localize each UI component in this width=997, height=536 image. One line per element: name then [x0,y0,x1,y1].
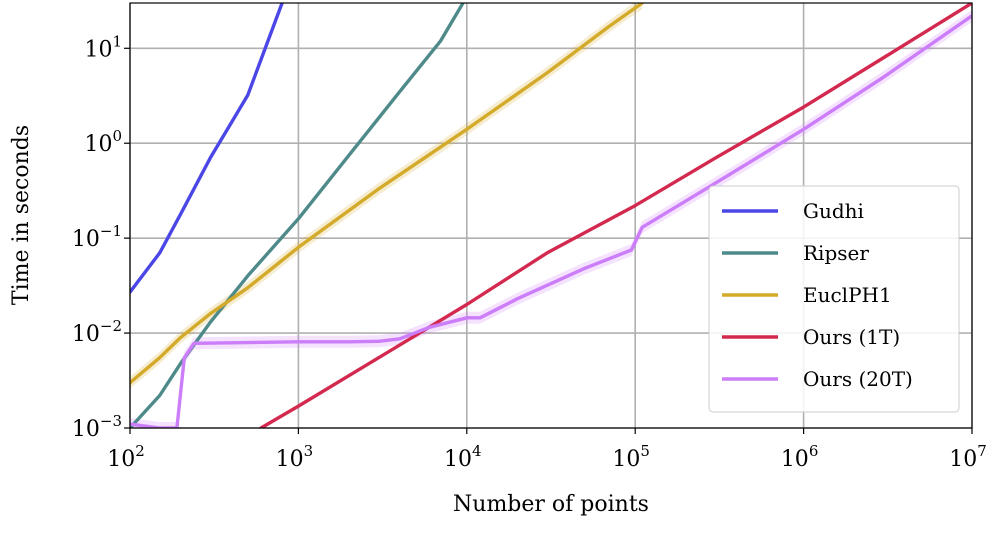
x-tick-label: 107 [949,442,987,472]
y-tick-label: 10−2 [72,317,122,347]
ours-20t-line [130,14,972,428]
y-tick-label: 10−1 [72,222,122,252]
gudhi-line [130,3,284,294]
legend-label-ours-1t: Ours (1T) [803,325,900,349]
confidence-bands [130,3,972,428]
x-tick-label: 105 [612,442,650,472]
x-axis-label: Number of points [453,492,649,517]
x-tick-label: 104 [444,442,482,472]
x-tick-label: 106 [781,442,819,472]
x-tick-label: 102 [107,442,145,472]
legend-label-ripser: Ripser [803,241,869,265]
euclph1-band [130,3,643,389]
y-tick-label: 100 [84,127,122,157]
euclph1-line [130,3,644,385]
series-lines [130,3,972,428]
ours-1t-line [259,3,972,428]
legend-box [708,185,960,413]
legend-label-euclph1: EuclPH1 [803,283,892,307]
y-tick-label: 101 [84,32,122,62]
y-tick-label: 10−3 [72,412,122,442]
ripser-line [130,3,465,428]
legend-label-gudhi: Gudhi [803,199,864,223]
legend: Gudhi Ripser EuclPH1 Ours (1T) Ours (20T) [708,185,960,413]
y-axis-label: Time in seconds [9,125,34,305]
legend-label-ours-20t: Ours (20T) [803,367,913,391]
axis-ticks: 102 103 104 105 106 107 10−3 10−2 10−1 100 101 [72,32,987,472]
plot-frame [129,2,973,429]
x-tick-label: 103 [276,442,314,472]
